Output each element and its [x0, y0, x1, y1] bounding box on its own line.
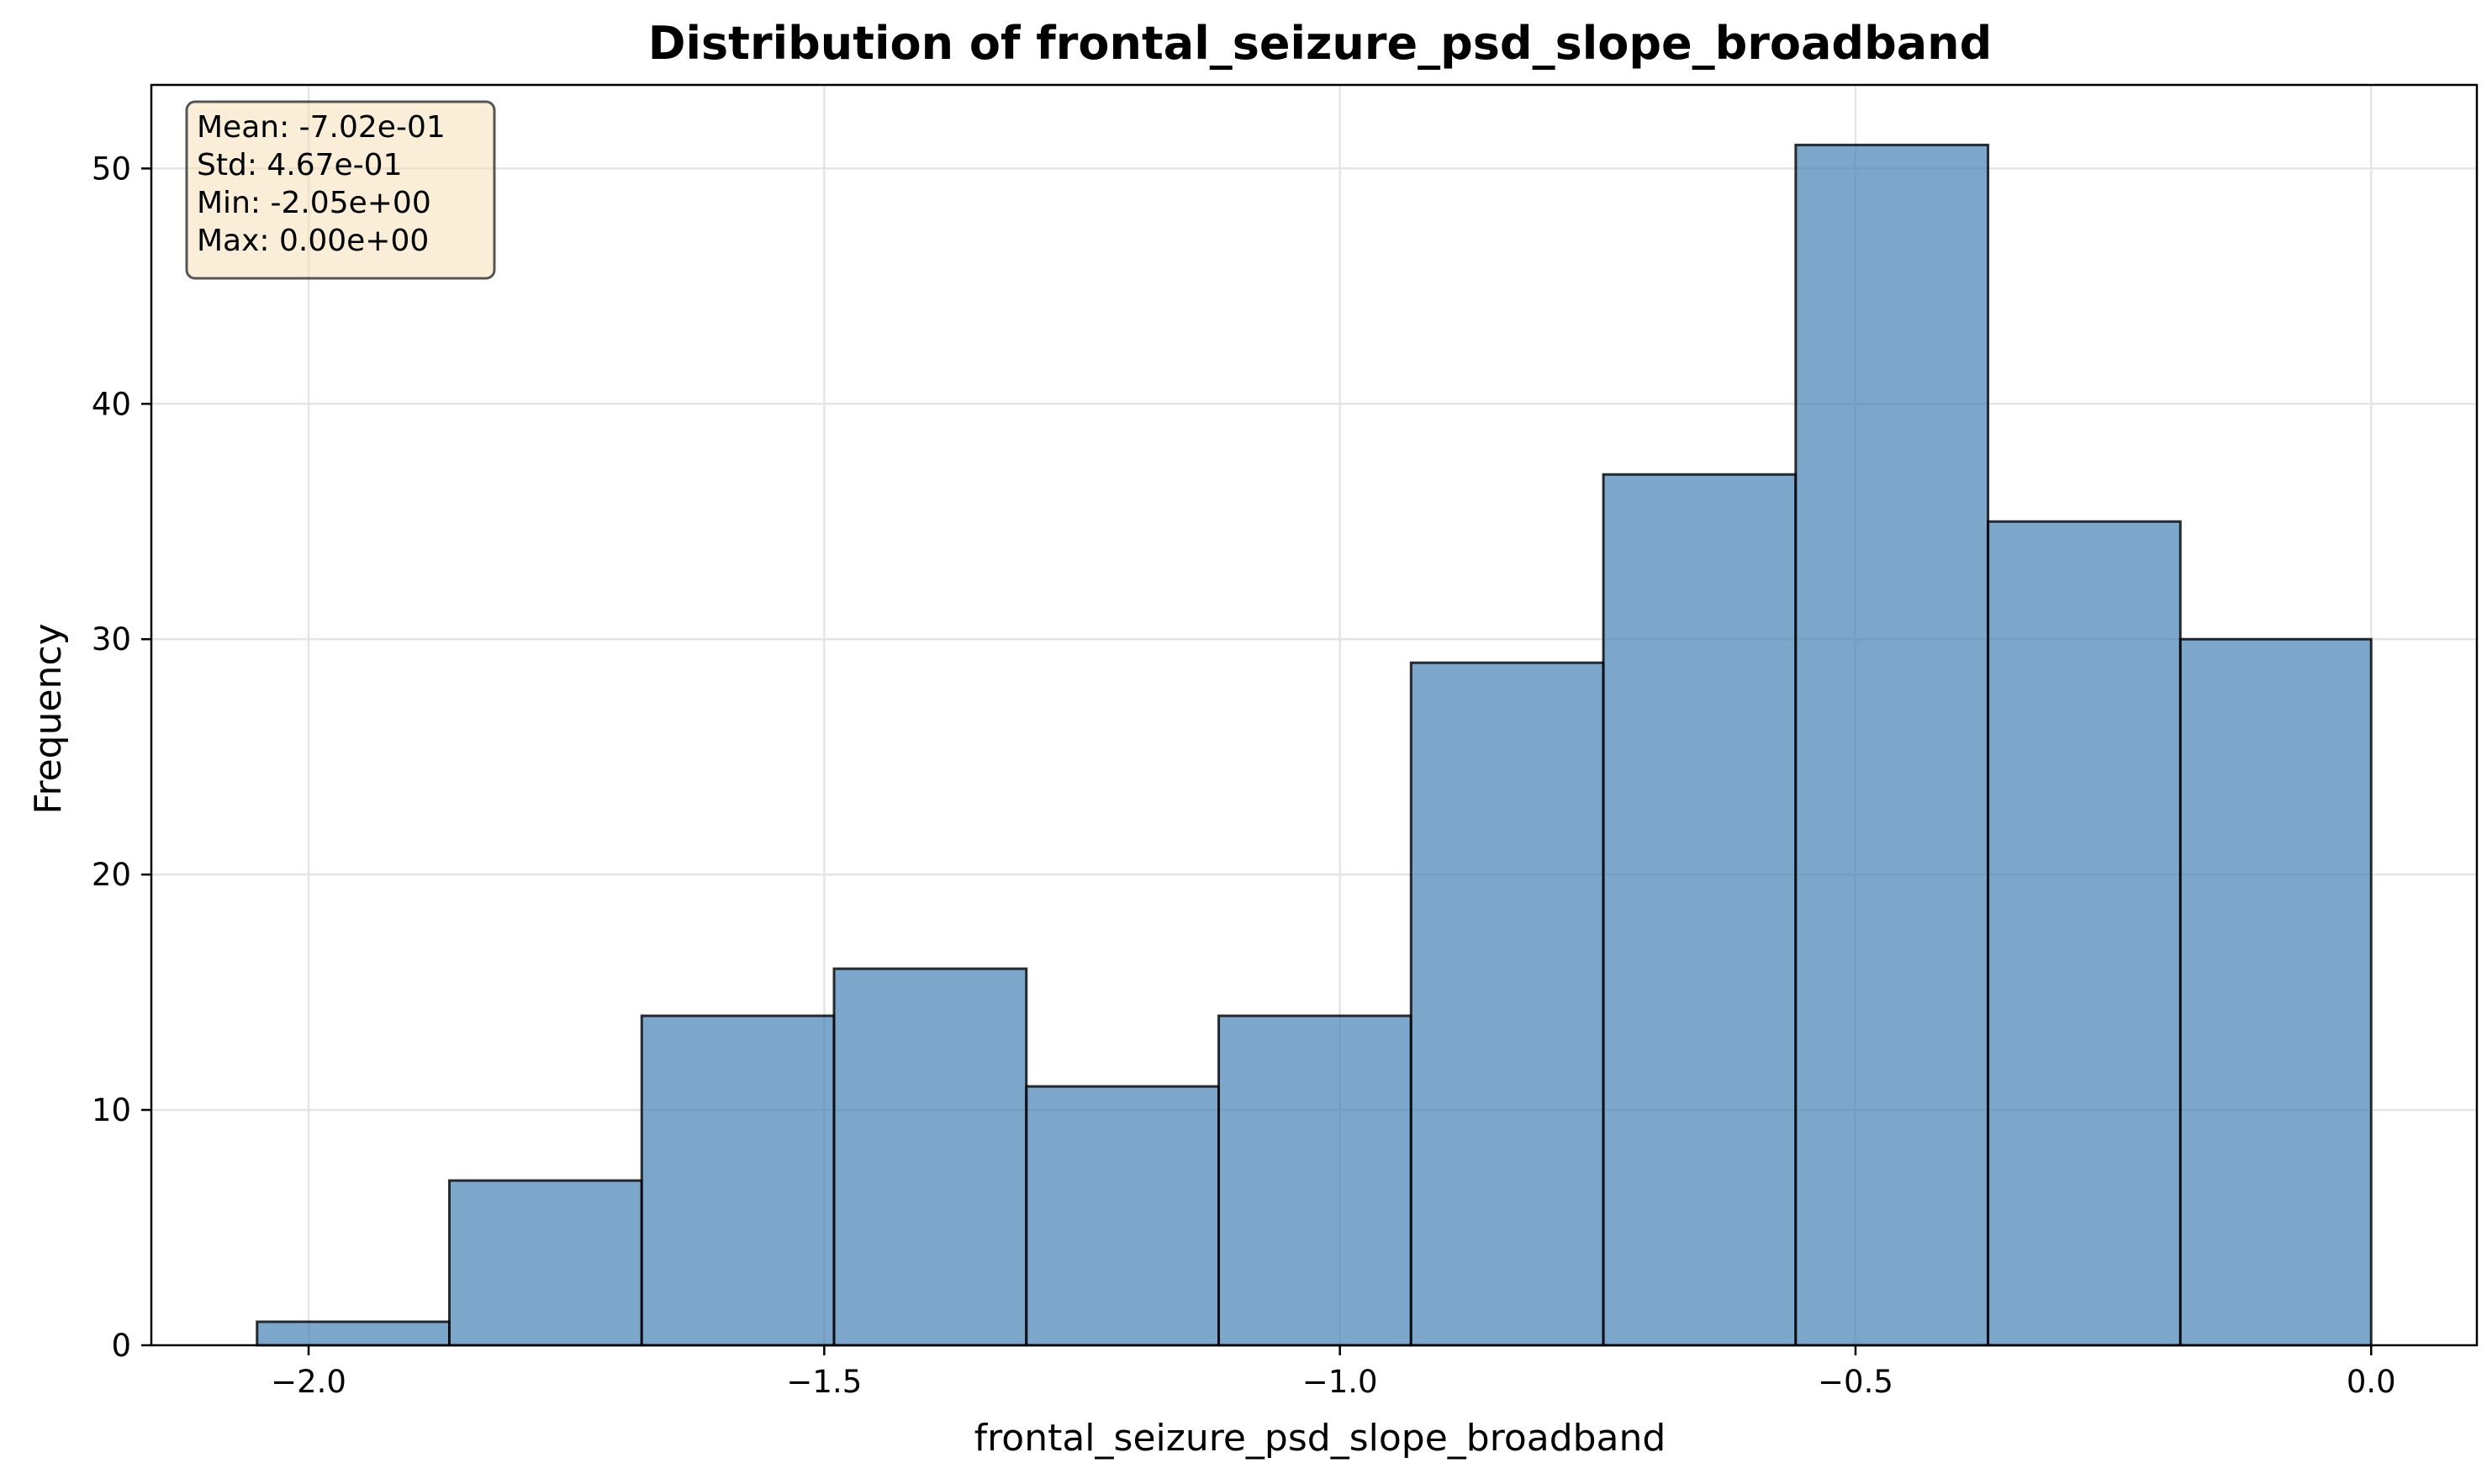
histogram-bar [1025, 1085, 1221, 1347]
histogram-bar [1794, 143, 1990, 1347]
stats-box-line: Std: 4.67e-01 [197, 148, 403, 182]
x-axis-label: frontal_seizure_psd_slope_broadband [974, 1417, 1666, 1460]
y-axis-label: Frequency [27, 623, 70, 814]
histogram-bar [1217, 1014, 1412, 1347]
histogram-bar [1987, 520, 2182, 1347]
x-tick-label: −1.0 [1302, 1364, 1378, 1400]
stats-box-background [185, 100, 496, 280]
histogram-bar [832, 967, 1028, 1347]
y-tick-label: 20 [92, 857, 131, 893]
chart-title: Distribution of frontal_seizure_psd_slop… [648, 17, 1993, 70]
x-tick-label: −2.0 [271, 1364, 346, 1400]
stats-box-line: Min: -2.05e+00 [197, 186, 431, 220]
y-tick-label: 50 [92, 151, 131, 187]
histogram-bar [256, 1320, 451, 1347]
histogram-bar [447, 1179, 643, 1347]
y-tick-label: 40 [92, 386, 131, 422]
x-tick-label: −1.5 [786, 1364, 862, 1400]
x-tick-label: 0.0 [2347, 1364, 2396, 1400]
y-tick-label: 10 [92, 1092, 131, 1128]
bars-layer [256, 143, 2373, 1347]
stats-box-line: Mean: -7.02e-01 [197, 110, 446, 145]
stats-box-line: Max: 0.00e+00 [197, 224, 429, 258]
histogram-bar [1409, 661, 1605, 1347]
y-tick-label: 30 [92, 621, 131, 658]
histogram-bar [640, 1014, 836, 1347]
axes-frame [150, 83, 2479, 1347]
histogram-bar [2178, 637, 2373, 1347]
axes-layer: −2.0 −1.5 −1.0 −0.5 0.0 0 10 20 30 40 50 [92, 83, 2479, 1400]
histogram-bar [1602, 473, 1798, 1347]
x-tick-label: −0.5 [1818, 1364, 1893, 1400]
y-tick-label: 0 [111, 1328, 131, 1364]
